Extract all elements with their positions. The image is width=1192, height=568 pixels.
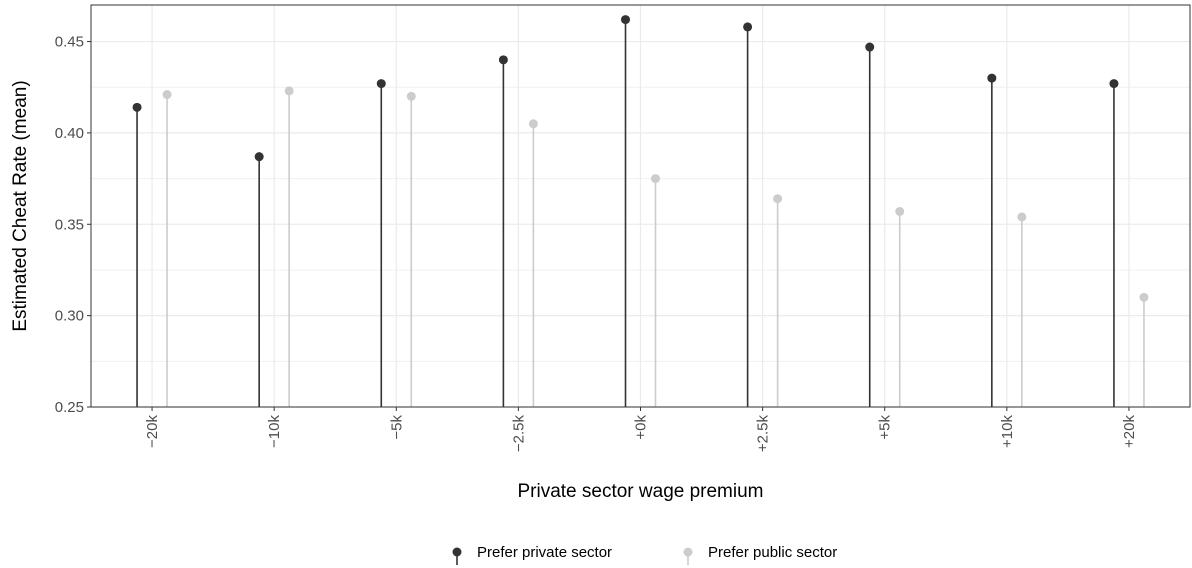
y-axis-title: Estimated Cheat Rate (mean) [10, 80, 31, 331]
lollipop-point [743, 22, 753, 32]
y-tick-label: 0.35 [55, 216, 84, 233]
legend-key-point [683, 547, 693, 557]
lollipop-point [528, 119, 538, 129]
lollipop-point [1109, 79, 1119, 89]
legend-label: Prefer private sector [477, 544, 612, 561]
legend: Prefer private sector Prefer public secto… [452, 544, 837, 565]
lollipop-point [773, 194, 783, 204]
legend-label: Prefer public sector [708, 544, 837, 561]
x-axis-title: Private sector wage premium [517, 481, 763, 502]
data-marks [132, 15, 1149, 407]
lollipop-point [865, 42, 875, 52]
x-tick-label: +10k [999, 415, 1016, 448]
x-tick-label: +0k [633, 415, 650, 440]
grid [91, 5, 1190, 408]
axes: 0.25 0.30 0.35 0.40 0.45 −20k −10k −5k −2.5k +0k +… [55, 34, 1138, 453]
lollipop-point [651, 174, 660, 184]
x-tick-label: +5k [877, 415, 894, 440]
x-tick-label: −5k [388, 415, 405, 440]
lollipop-point [498, 55, 508, 65]
x-tick-label: −10k [266, 415, 283, 448]
y-tick-label: 0.30 [55, 308, 84, 325]
lollipop-point [1017, 212, 1027, 222]
lollipop-point [406, 91, 416, 101]
lollipop-point [132, 102, 142, 112]
lollipop-point [376, 79, 386, 89]
lollipop-point [254, 152, 264, 162]
lollipop-point [162, 90, 172, 100]
y-tick-label: 0.25 [55, 399, 84, 416]
lollipop-point [1139, 292, 1149, 302]
lollipop-point [621, 15, 630, 25]
x-tick-label: −2.5k [510, 415, 527, 453]
x-tick-label: +20k [1121, 415, 1138, 448]
x-tick-label: −20k [144, 415, 161, 448]
y-tick-label: 0.40 [55, 125, 84, 142]
lollipop-point [895, 206, 905, 216]
y-tick-label: 0.45 [55, 34, 84, 51]
lollipop-point [284, 86, 294, 96]
x-tick-label: +2.5k [755, 415, 772, 453]
legend-key-point [452, 547, 462, 557]
lollipop-point [987, 73, 997, 83]
